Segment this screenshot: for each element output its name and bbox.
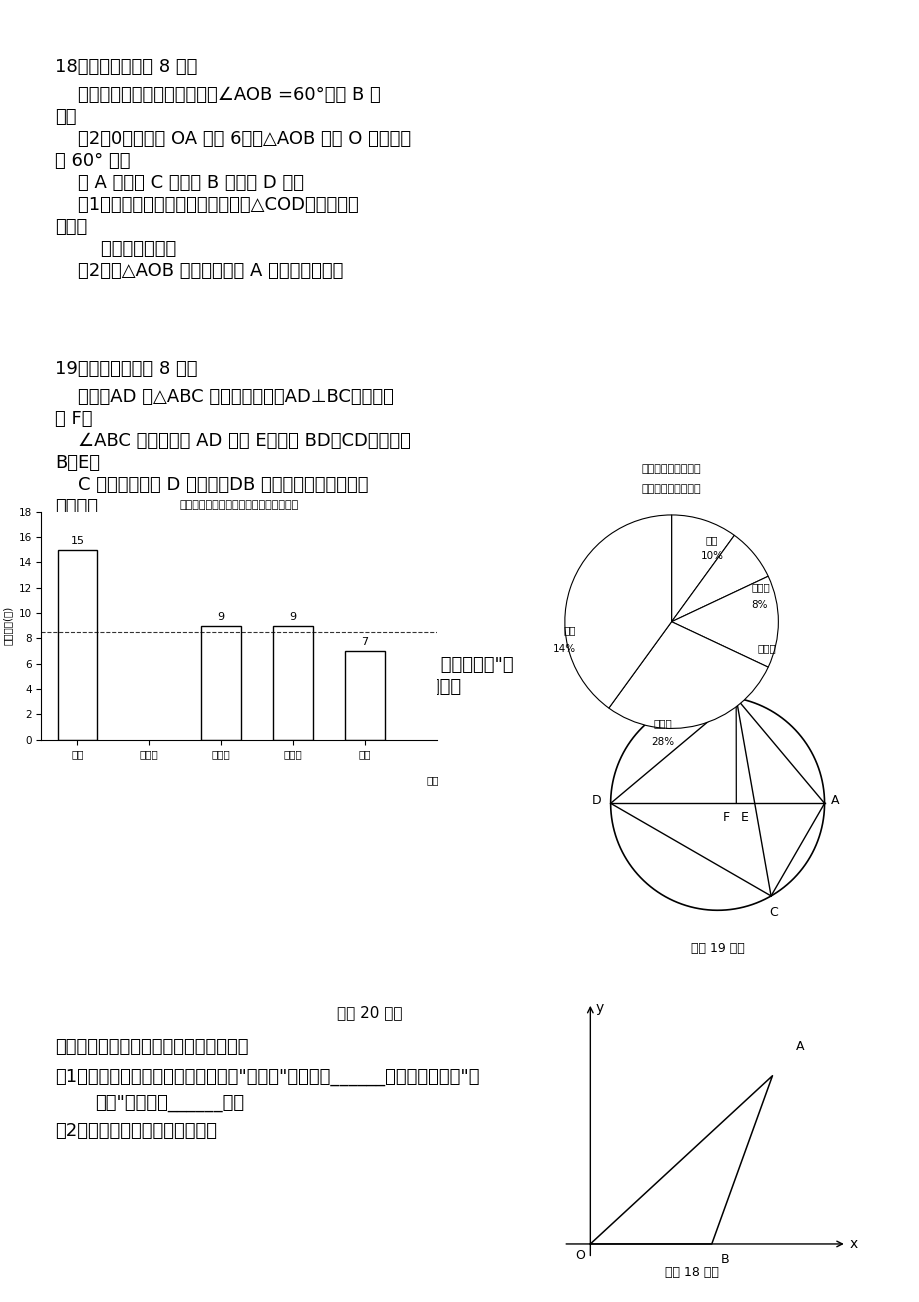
- Text: 根据统计图表中的信息，解答下列问题：: 根据统计图表中的信息，解答下列问题：: [55, 1038, 248, 1056]
- Text: 20．（本小题满分 10 分）: 20．（本小题满分 10 分）: [55, 628, 209, 646]
- Text: 标为: 标为: [55, 108, 76, 126]
- Text: 羽毛球: 羽毛球: [653, 717, 672, 728]
- Text: ∠ABC 的平分线交 AD 于点 E，连接 BD，CD．请判断: ∠ABC 的平分线交 AD 于点 E，连接 BD，CD．请判断: [55, 432, 411, 450]
- Text: 男生最喜欢的挑战项: 男生最喜欢的挑战项: [641, 465, 700, 474]
- Text: 如图，AD 为△ABC 外接圆的直径，AD⊥BC，垂足为: 如图，AD 为△ABC 外接圆的直径，AD⊥BC，垂足为: [55, 388, 393, 406]
- Bar: [273, 626, 312, 740]
- Text: （第 20 题）: （第 20 题）: [337, 1005, 403, 1019]
- Text: 喜欢的挑战项目"的问卷调查，每名学生都选了一项．根据收集到的数据，绘制成如下: 喜欢的挑战项目"的问卷调查，每名学生都选了一项．根据收集到的数据，绘制成如下: [55, 678, 460, 697]
- Text: A: A: [795, 1040, 804, 1053]
- Wedge shape: [671, 535, 767, 621]
- Text: 痕迹，: 痕迹，: [55, 217, 87, 236]
- Text: 转 60° 后，: 转 60° 后，: [55, 152, 130, 171]
- Wedge shape: [608, 621, 767, 728]
- Text: 不必写作法）；: 不必写作法）；: [55, 240, 176, 258]
- Text: 项目: 项目: [425, 775, 438, 785]
- Text: B，E，: B，E，: [55, 454, 100, 473]
- Text: 踢健子: 踢健子: [751, 582, 769, 592]
- Text: （1）请你在图中用直尺和圆规作出△COD（保留作图: （1）请你在图中用直尺和圆规作出△COD（保留作图: [55, 197, 358, 214]
- Text: 其他: 其他: [562, 625, 575, 635]
- Text: 目人数的饼形统计图: 目人数的饼形统计图: [641, 483, 700, 493]
- Text: y: y: [596, 1001, 604, 1016]
- Text: 乒乓球: 乒乓球: [756, 643, 775, 654]
- Text: 明理由．: 明理由．: [55, 497, 98, 516]
- Text: x: x: [849, 1237, 857, 1251]
- Text: 18．（本小题满分 8 分）: 18．（本小题满分 8 分）: [55, 59, 198, 76]
- Bar: [345, 651, 384, 740]
- Text: 点 F，: 点 F，: [55, 410, 93, 428]
- Text: F: F: [721, 811, 729, 824]
- Text: 7: 7: [361, 637, 369, 647]
- Text: 8%: 8%: [751, 600, 767, 609]
- Wedge shape: [671, 514, 733, 621]
- Text: B: B: [733, 676, 743, 689]
- Text: （第 19 题）: （第 19 题）: [690, 943, 743, 956]
- Y-axis label: 学生人数(人): 学生人数(人): [3, 605, 13, 646]
- Text: 28%: 28%: [651, 737, 674, 747]
- Text: （2，0），线段 OA 长为 6，将△AOB 绕点 O 逆时针旋: （2，0），线段 OA 长为 6，将△AOB 绕点 O 逆时针旋: [55, 130, 411, 148]
- Text: 乓球"项目的有______人；: 乓球"项目的有______人；: [95, 1094, 244, 1112]
- Text: C: C: [768, 906, 777, 919]
- Wedge shape: [564, 514, 671, 708]
- Text: （第 18 题）: （第 18 题）: [664, 1266, 718, 1279]
- Text: 光明中学欲举办"校园吉尼斯挑战赛"，为此学校随机抽取男女学生各 50 名进行一次"你: 光明中学欲举办"校园吉尼斯挑战赛"，为此学校随机抽取男女学生各 50 名进行一次…: [55, 656, 513, 674]
- Text: 19．（本小题满分 8 分）: 19．（本小题满分 8 分）: [55, 359, 198, 378]
- Text: （1）在本次随机调查中，女生最喜欢"踢毽子"项目的有______人，男生最喜欢"乒: （1）在本次随机调查中，女生最喜欢"踢毽子"项目的有______人，男生最喜欢"…: [55, 1068, 479, 1086]
- Text: C 三点是否在以 D 为圆心、DB 长为半径的圆上？并说: C 三点是否在以 D 为圆心、DB 长为半径的圆上？并说: [55, 477, 369, 493]
- Wedge shape: [671, 577, 777, 667]
- Text: B: B: [720, 1253, 729, 1266]
- Text: D: D: [591, 794, 600, 807]
- Text: 9: 9: [289, 612, 297, 622]
- Text: 15: 15: [70, 536, 85, 546]
- Bar: [58, 549, 97, 740]
- Title: 女生最喜欢的挑战项目人数的条形统计图: 女生最喜欢的挑战项目人数的条形统计图: [179, 500, 299, 509]
- Text: 点 A 落在点 C 处，点 B 落在点 D 处．: 点 A 落在点 C 处，点 B 落在点 D 处．: [55, 174, 303, 191]
- Text: 跳绳: 跳绳: [705, 535, 718, 544]
- Text: （2）求△AOB 旋转过程中点 A 所经过的路程．: （2）求△AOB 旋转过程中点 A 所经过的路程．: [55, 262, 343, 280]
- Text: 14%: 14%: [551, 644, 575, 655]
- Text: 如图，在平面直角坐标系中，∠AOB =60°，点 B 坐: 如图，在平面直角坐标系中，∠AOB =60°，点 B 坐: [55, 86, 380, 104]
- Text: 统计图（不完整）：: 统计图（不完整）：: [55, 700, 152, 717]
- Text: 10%: 10%: [700, 551, 723, 561]
- Text: （2）请将条形统计图补充完整；: （2）请将条形统计图补充完整；: [55, 1122, 217, 1141]
- Text: E: E: [740, 811, 748, 824]
- Text: O: O: [574, 1250, 584, 1263]
- Text: 9: 9: [218, 612, 224, 622]
- Text: A: A: [830, 794, 838, 807]
- Bar: [201, 626, 241, 740]
